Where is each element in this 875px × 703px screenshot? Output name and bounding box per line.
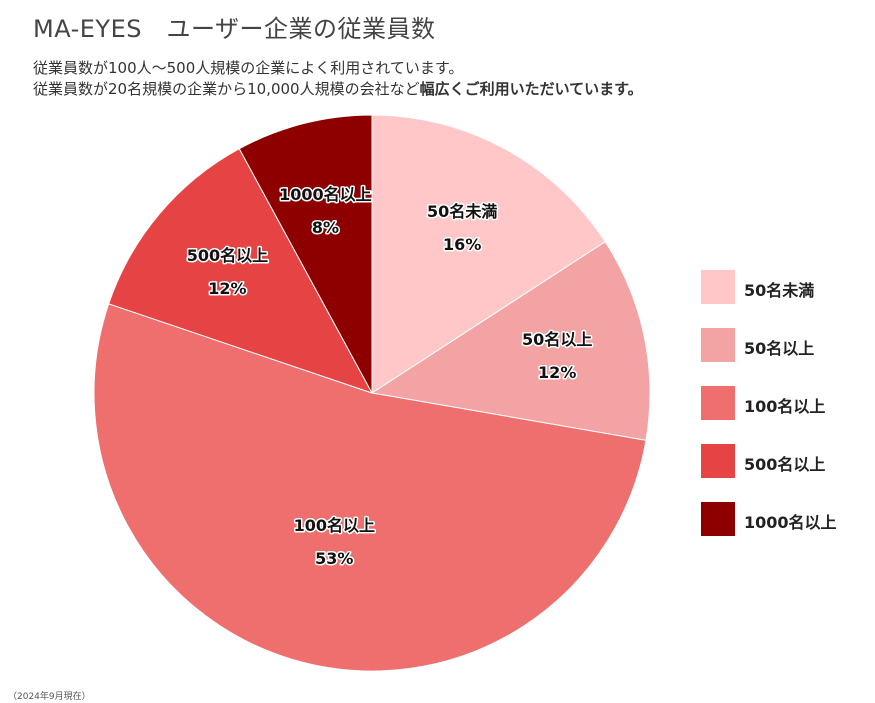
pie-slice-1	[371, 114, 606, 394]
page-title: MA-EYES ユーザー企業の従業員数	[33, 15, 436, 43]
pie-slice-5	[238, 114, 373, 394]
pie-slice-3	[93, 303, 647, 672]
legend-swatch	[701, 328, 735, 362]
slice-percent-label: 53%	[315, 549, 353, 568]
slice-category-label: 50名未満	[427, 202, 497, 221]
legend-swatch	[701, 502, 735, 536]
legend-label: 50名以上	[744, 339, 815, 358]
subtitle-line-1: 従業員数が100人～500人規模の企業によく利用されています。	[33, 59, 464, 77]
slice-category-label: 50名以上	[522, 330, 592, 349]
pie-slice-2	[370, 241, 651, 441]
subtitle-line-2-bold: 幅広くご利用いただいています。	[419, 80, 643, 98]
subtitle-line-2-plain: 従業員数が20名規模の企業から10,000人規模の会社など	[33, 80, 420, 98]
legend-swatch	[701, 270, 735, 304]
slice-category-label: 1000名以上	[279, 185, 372, 204]
legend-label: 500名以上	[744, 455, 826, 474]
slice-category-label: 100名以上	[294, 516, 375, 535]
subtitle: 従業員数が100人～500人規模の企業によく利用されています。 従業員数が20名…	[33, 58, 643, 100]
legend-swatch	[701, 386, 735, 420]
slice-category-label: 500名以上	[187, 246, 268, 265]
legend-swatch	[701, 444, 735, 478]
legend-label: 50名未満	[744, 281, 815, 300]
slice-percent-label: 12%	[208, 279, 246, 298]
pie-slice-4	[108, 148, 374, 394]
legend-label: 100名以上	[744, 397, 826, 416]
slice-percent-label: 12%	[538, 363, 576, 382]
subtitle-line-2: 従業員数が20名規模の企業から10,000人規模の会社など幅広くご利用いただいて…	[33, 79, 643, 100]
slice-percent-label: 8%	[312, 218, 339, 237]
footnote: （2024年9月現在）	[8, 692, 91, 702]
slice-percent-label: 16%	[443, 235, 481, 254]
legend-label: 1000名以上	[744, 513, 837, 532]
